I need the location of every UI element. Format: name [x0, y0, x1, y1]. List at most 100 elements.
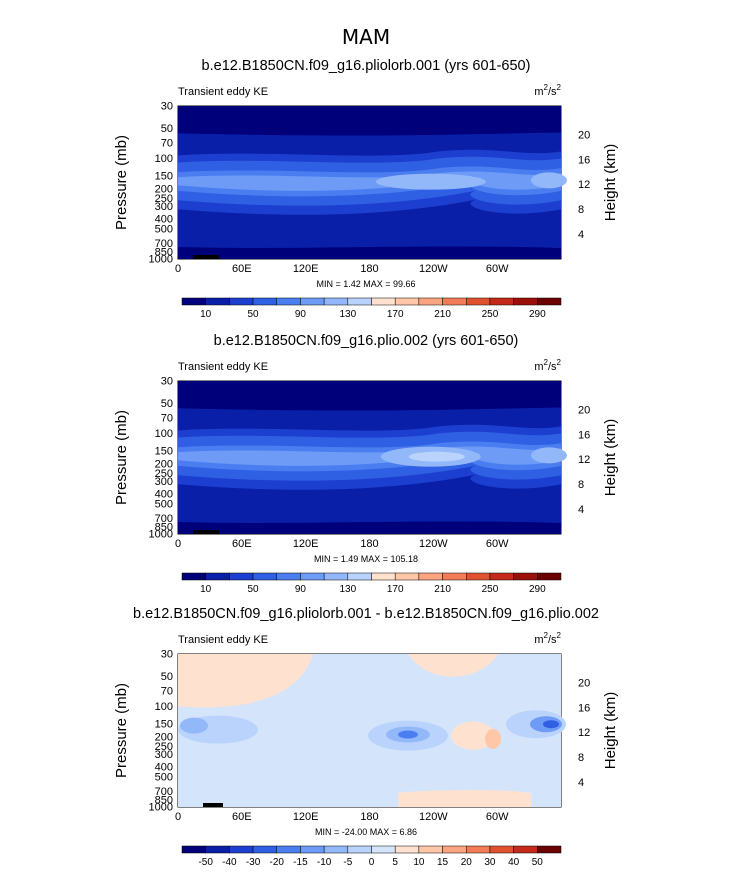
colorbar-swatch [513, 572, 538, 581]
panel-title: b.e12.B1850CN.f09_g16.plio.002 (yrs 601-… [214, 333, 519, 349]
colorbar-swatch [394, 572, 420, 581]
colorbar-label: 170 [387, 309, 404, 320]
field-positive-peak [485, 728, 501, 749]
panel-title: b.e12.B1850CN.f09_g16.pliolorb.001 - b.e… [133, 606, 599, 622]
colorbar-swatch [229, 845, 254, 854]
height-tick-label: 20 [578, 129, 590, 141]
x-tick-label: 60W [486, 263, 509, 275]
panel-units: m2/s2 [534, 83, 561, 98]
units-base: m [534, 86, 543, 98]
field-topography [193, 530, 219, 534]
y-tick-label: 500 [155, 223, 173, 235]
y-tick-label: 250 [155, 193, 173, 205]
units-exp2: 2 [557, 83, 562, 92]
colorbar-swatch [276, 845, 301, 854]
colorbar-label: -10 [317, 857, 332, 868]
colorbar-label: 250 [482, 309, 499, 320]
units-exp2: 2 [557, 358, 562, 367]
colorbar-swatch [252, 572, 277, 581]
x-tick-label: 120E [293, 538, 319, 550]
colorbar-swatch [347, 845, 372, 854]
y-tick-label: 150 [155, 719, 173, 731]
x-tick-label: 60E [232, 811, 252, 823]
panel-units: m2/s2 [534, 358, 561, 373]
plot-field-1 [178, 106, 567, 259]
field-core-east [531, 172, 567, 189]
colorbar-swatch [513, 297, 538, 306]
height-tick-label: 4 [578, 504, 584, 516]
y-tick-label: 150 [155, 446, 173, 458]
colorbar-swatch [489, 845, 514, 854]
field-positive-west [178, 654, 313, 708]
colorbar-swatch [489, 297, 514, 306]
y-tick-label: 500 [155, 771, 173, 783]
y-tick-label: 70 [161, 412, 173, 424]
units-mid: /s [548, 634, 557, 646]
colorbar-swatch [181, 572, 206, 581]
panel-2: b.e12.B1850CN.f09_g16.plio.002 (yrs 601-… [113, 333, 619, 595]
y-tick-label: 50 [161, 398, 173, 410]
x-tick-label: 120E [293, 263, 319, 275]
field-core-peak [408, 451, 465, 462]
colorbar-swatch [323, 297, 349, 306]
colorbar-swatch [276, 572, 301, 581]
colorbar-label: 50 [248, 309, 260, 320]
y-axis-title: Pressure (mb) [113, 683, 130, 778]
field-negative-7 [543, 720, 559, 729]
y-tick-label: 100 [155, 428, 173, 440]
colorbar: -50 -40 -30 -20 -15 -10 -5 0 5 10 15 20 30 40 50 [181, 845, 562, 868]
panel-units: m2/s2 [534, 631, 561, 646]
x-tick-label: 120W [419, 263, 448, 275]
colorbar-label: 290 [529, 584, 546, 595]
x-tick-label: 180 [360, 263, 378, 275]
y-tick-label: 300 [155, 749, 173, 761]
field-band-upper [178, 381, 561, 411]
panel-title: b.e12.B1850CN.f09_g16.pliolorb.001 (yrs … [202, 58, 531, 74]
y-tick-label: 250 [155, 468, 173, 480]
field-core-east [531, 447, 567, 464]
y-tick-label: 250 [155, 741, 173, 753]
colorbar-label: -5 [343, 857, 352, 868]
colorbar-swatch [252, 297, 277, 306]
field-negative-8 [180, 717, 208, 734]
colorbar-swatch [418, 572, 443, 581]
height-tick-label: 4 [578, 777, 584, 789]
x-tick-label: 60W [486, 538, 509, 550]
height-tick-label: 4 [578, 229, 584, 241]
colorbar-swatch [466, 845, 491, 854]
units-exp1: 2 [544, 631, 549, 640]
height-tick-label: 12 [578, 727, 590, 739]
y-tick-label: 30 [161, 101, 173, 113]
height-tick-label: 12 [578, 179, 590, 191]
field-band-surface [178, 246, 561, 259]
colorbar-label: 170 [387, 584, 404, 595]
height-tick-label: 20 [578, 677, 590, 689]
x-tick-label: 60E [232, 538, 252, 550]
colorbar-swatch [205, 845, 230, 854]
x-tick-label: 180 [360, 538, 378, 550]
y-tick-label: 100 [155, 153, 173, 165]
colorbar-label: -15 [293, 857, 308, 868]
colorbar-swatch [323, 572, 349, 581]
colorbar-swatch [394, 297, 420, 306]
colorbar-label: 5 [392, 857, 398, 868]
colorbar-label: 250 [482, 584, 499, 595]
colorbar-label: 20 [461, 857, 473, 868]
y-tick-label: 200 [155, 183, 173, 195]
x-tick-label: 180 [360, 811, 378, 823]
colorbar-swatch [205, 297, 230, 306]
colorbar-label: 50 [532, 857, 544, 868]
field-topography [203, 803, 223, 807]
colorbar-swatch [537, 297, 562, 306]
height-tick-label: 8 [578, 752, 584, 764]
x-tick-label: 0 [175, 538, 181, 550]
y-tick-label: 50 [161, 671, 173, 683]
x-tick-label: 120W [419, 811, 448, 823]
field-band-surface [178, 521, 561, 534]
field-core-central [375, 173, 486, 190]
height-tick-label: 16 [578, 154, 590, 166]
field-negative-4 [398, 730, 418, 739]
y-tick-label: 700 [155, 513, 173, 525]
colorbar-label: 30 [484, 857, 496, 868]
